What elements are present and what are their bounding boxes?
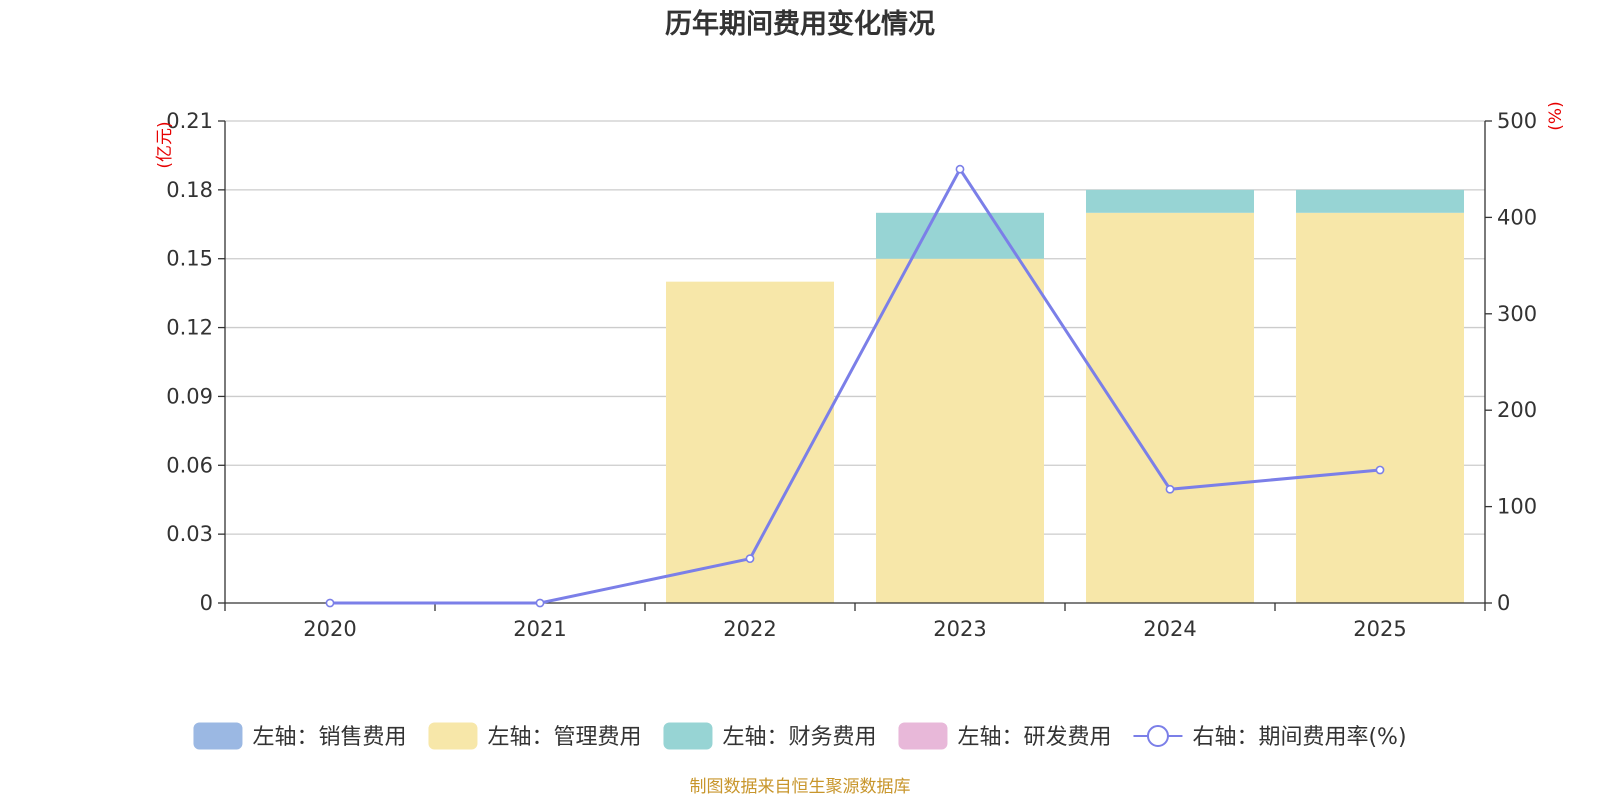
right-axis-unit: (%): [1546, 101, 1566, 130]
rate-line-point: [535, 598, 545, 608]
right-axis-tick-label: 200: [1497, 398, 1537, 422]
bar-segment: [1086, 189, 1254, 213]
left-axis-tick-label: 0.18: [166, 178, 213, 202]
x-axis-tick-label: 2022: [723, 617, 776, 641]
legend-line-marker: [1146, 725, 1169, 747]
rate-line-point: [1375, 465, 1385, 475]
legend-label: 左轴：销售费用: [252, 725, 406, 750]
rate-line-point: [955, 164, 965, 174]
legend-swatch: [898, 722, 948, 750]
legend: 左轴：销售费用 左轴：管理费用 左轴：财务费用 左轴：研发费用 右轴：期间费用率(%): [193, 722, 1407, 750]
legend-swatch: [663, 722, 713, 750]
bar-segment: [1086, 212, 1254, 604]
left-axis-unit: (亿元): [155, 121, 175, 168]
left-axis-tick-label: 0: [200, 591, 213, 615]
bar-segment: [876, 212, 1044, 259]
right-axis-tick-label: 300: [1497, 302, 1537, 326]
left-axis-tick-label: 0.15: [166, 247, 213, 271]
bar-segment: [876, 258, 1044, 603]
x-axis-tick-label: 2020: [303, 617, 356, 641]
left-axis-tick-label: 0.03: [166, 522, 213, 546]
legend-label: 右轴：期间费用率(%): [1192, 725, 1406, 750]
rate-line-point: [745, 554, 755, 564]
left-axis-tick-label: 0.06: [166, 453, 213, 477]
rate-line-point: [325, 598, 335, 608]
legend-swatch: [428, 722, 478, 750]
left-axis-tick-label: 0.21: [166, 109, 213, 133]
x-axis-tick-label: 2023: [933, 617, 986, 641]
x-axis-tick-label: 2025: [1353, 617, 1406, 641]
grid-lines: [225, 120, 1485, 535]
x-axis-tick-label: 2024: [1143, 617, 1196, 641]
left-axis-tick-label: 0.09: [166, 384, 213, 408]
axes: 0 0.03 0.06 0.09 0.12 0.15 0.18 0.21 0 100 200 300 4…: [166, 109, 1537, 641]
legend-label: 左轴：财务费用: [722, 725, 876, 750]
right-axis-tick-label: 0: [1497, 591, 1510, 615]
source-note: 制图数据来自恒生聚源数据库: [690, 777, 911, 797]
left-axis-tick-label: 0.12: [166, 316, 213, 340]
rate-line-point: [1165, 484, 1175, 494]
bar-segment: [1296, 189, 1464, 213]
right-axis-tick-label: 100: [1497, 495, 1537, 519]
bar-segment: [1296, 212, 1464, 604]
right-axis-tick-label: 500: [1497, 109, 1537, 133]
x-axis-tick-label: 2021: [513, 617, 566, 641]
bar-segment: [666, 281, 834, 603]
rate-line: [325, 164, 1385, 608]
chart-title: 历年期间费用变化情况: [665, 8, 935, 40]
bars: [666, 189, 1464, 604]
legend-swatch: [193, 722, 243, 750]
legend-label: 左轴：研发费用: [957, 725, 1111, 750]
right-axis-tick-label: 400: [1497, 205, 1537, 229]
rate-line-path: [330, 166, 1381, 605]
legend-label: 左轴：管理费用: [487, 725, 641, 750]
